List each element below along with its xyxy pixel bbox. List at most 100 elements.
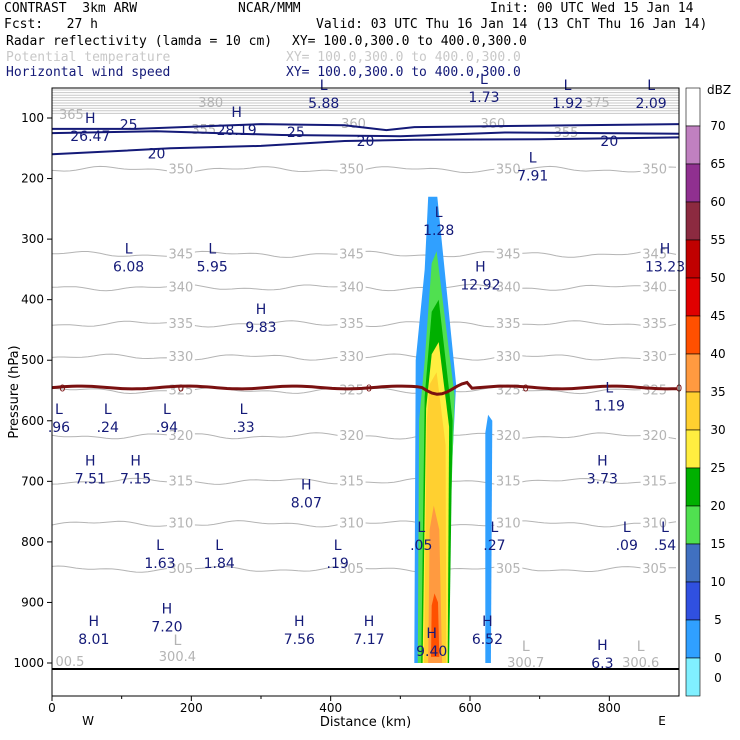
isentrope-label: 330: [642, 350, 667, 365]
isentrope-label: 340: [168, 281, 193, 296]
colorbar-label: 35: [710, 385, 725, 399]
wind-extremum-value: 6.3: [591, 656, 613, 672]
isentrope-label: 315: [642, 474, 667, 489]
colorbar-box: [685, 277, 701, 317]
wind-extremum-marker: L: [240, 402, 248, 418]
wind-extremum-marker: H: [597, 638, 608, 654]
x-tick-label: 400: [319, 701, 342, 715]
wind-extremum-marker: L: [104, 402, 112, 418]
isentrope-label: 320: [339, 429, 364, 444]
y-tick-label: 600: [21, 414, 44, 428]
wind-extremum-marker: L: [564, 78, 572, 94]
colorbar-label: 65: [710, 157, 725, 171]
colorbar-label: 45: [710, 309, 725, 323]
wind-extremum-marker: H: [231, 105, 242, 121]
x-end-east-label: E: [658, 714, 666, 728]
zero-isotherm-label: 0: [178, 383, 184, 394]
isentrope-label: 315: [339, 474, 364, 489]
isentrope-label: 330: [168, 350, 193, 365]
y-tick-label: 1000: [13, 656, 44, 670]
surface-theta-marker: L: [522, 639, 530, 655]
zero-isotherm-line: [51, 380, 678, 396]
isentrope-label: 320: [496, 429, 521, 444]
wind-extremum-marker: H: [85, 111, 96, 127]
isentrope-label-bg: [494, 161, 523, 176]
wind-extremum-marker: L: [215, 538, 223, 554]
wind-extremum-marker: H: [162, 602, 173, 618]
field-theta-name: Potential temperature: [6, 50, 171, 65]
colorbar-label: 20: [710, 499, 725, 513]
isentrope-label-bg: [337, 161, 366, 176]
wind-contour-label: 20: [357, 134, 375, 150]
colorbar-unit: dBZ: [707, 83, 731, 97]
y-tick-label: 800: [21, 535, 44, 549]
x-tick-label: 600: [459, 701, 482, 715]
wind-extremum-value: 28.19: [217, 123, 257, 139]
wind-extremum-marker: L: [623, 520, 631, 536]
isentrope-label-bg: [337, 315, 366, 330]
y-tick-label: 700: [21, 474, 44, 488]
isentrope-label: 330: [496, 350, 521, 365]
colorbar-box: [685, 315, 701, 355]
wind-extremum-marker: L: [55, 402, 63, 418]
isentrope-label-bg: [640, 515, 669, 530]
wind-extremum-value: 8.01: [78, 632, 109, 648]
isentrope-label: 305: [168, 562, 193, 577]
isentrope-label-bg: [494, 315, 523, 330]
wind-extremum-value: 7.15: [120, 471, 151, 487]
wind-extremum-marker: H: [597, 453, 608, 469]
surface-theta-marker: L: [637, 639, 645, 655]
wind-extremum-value: 6.08: [113, 259, 144, 275]
wind-extremum-marker: H: [482, 614, 493, 630]
colorbar-label: 50: [710, 271, 725, 285]
colorbar-label: 0: [714, 651, 722, 665]
zero-isotherm-label: 0: [523, 383, 529, 394]
x-axis-label: Distance (km): [320, 715, 411, 730]
wind-extremum-value: 1.19: [594, 399, 625, 415]
surface-theta-value: 300.4: [159, 650, 196, 665]
wind-extremum-marker: H: [256, 302, 267, 318]
isentrope-label: 350: [339, 162, 364, 177]
upper-isentrope-label: 360: [341, 117, 366, 132]
wind-extremum-value: .05: [410, 538, 432, 554]
wind-extremum-value: .24: [97, 420, 119, 436]
isentrope-label-bg: [494, 561, 523, 576]
wind-extremum-value: .94: [156, 420, 178, 436]
isentrope-label: 305: [496, 562, 521, 577]
wind-extremum-marker: L: [334, 538, 342, 554]
isentrope-label: 340: [339, 281, 364, 296]
isentrope-label: 310: [339, 517, 364, 532]
zero-isotherm-label: 0: [366, 383, 372, 394]
wind-extremum-marker: L: [208, 241, 216, 257]
isentrope-label-bg: [166, 561, 195, 576]
valid-time-label: Valid: 03 UTC Thu 16 Jan 14 (13 ChT Thu …: [316, 17, 708, 32]
isentrope-label: 340: [642, 281, 667, 296]
colorbar-box: [685, 467, 701, 507]
x-tick-label: 800: [598, 701, 621, 715]
wind-extremum-marker: L: [156, 538, 164, 554]
isentrope-label: 320: [642, 429, 667, 444]
isentrope-label-bg: [166, 161, 195, 176]
wind-extremum-value: 1.84: [204, 556, 235, 572]
wind-contour-label: 25: [287, 125, 305, 141]
isentrope-label-bg: [640, 279, 669, 294]
wind-extremum-value: 7.56: [284, 632, 315, 648]
isentrope-label: 350: [168, 162, 193, 177]
wind-extremum-marker: H: [301, 478, 312, 494]
y-tick-label: 400: [21, 293, 44, 307]
isentrope-label-bg: [494, 246, 523, 261]
wind-extremum-marker: L: [490, 520, 498, 536]
isentrope-label: 345: [642, 247, 667, 262]
isentrope-label-bg: [166, 315, 195, 330]
isentrope-label-bg: [166, 473, 195, 488]
wind-extremum-marker: L: [647, 78, 655, 94]
colorbar-box: [685, 125, 701, 165]
colorbar-box: [685, 581, 701, 621]
wind-contour-label: 25: [120, 117, 138, 133]
wind-extremum-value: 2.09: [636, 96, 667, 112]
isentrope-label: 345: [339, 247, 364, 262]
wind-extremum-marker: L: [480, 72, 488, 88]
wind-extremum-value: 1.92: [552, 96, 583, 112]
field-wind-xy: XY= 100.0,300.0 to 400.0,300.0: [286, 65, 521, 80]
wind-extremum-marker: H: [475, 260, 486, 276]
